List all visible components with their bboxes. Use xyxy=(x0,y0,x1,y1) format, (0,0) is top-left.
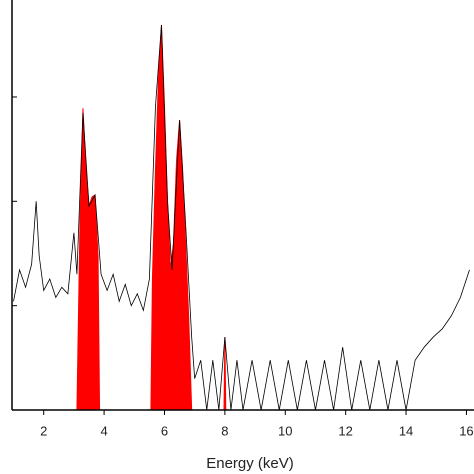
x-tick-label: 14 xyxy=(399,423,413,438)
x-axis-title: Energy (keV) xyxy=(206,455,294,472)
x-tick-label: 12 xyxy=(338,423,352,438)
x-tick-label: 2 xyxy=(40,423,47,438)
x-tick-label: 16 xyxy=(459,423,473,438)
x-tick-label: 4 xyxy=(100,423,107,438)
x-tick-label: 6 xyxy=(161,423,168,438)
spectrum-line xyxy=(13,24,470,411)
x-tick-label: 10 xyxy=(278,423,292,438)
x-tick-label: 8 xyxy=(221,423,228,438)
peak-area xyxy=(150,24,193,411)
peak-area xyxy=(76,108,101,411)
